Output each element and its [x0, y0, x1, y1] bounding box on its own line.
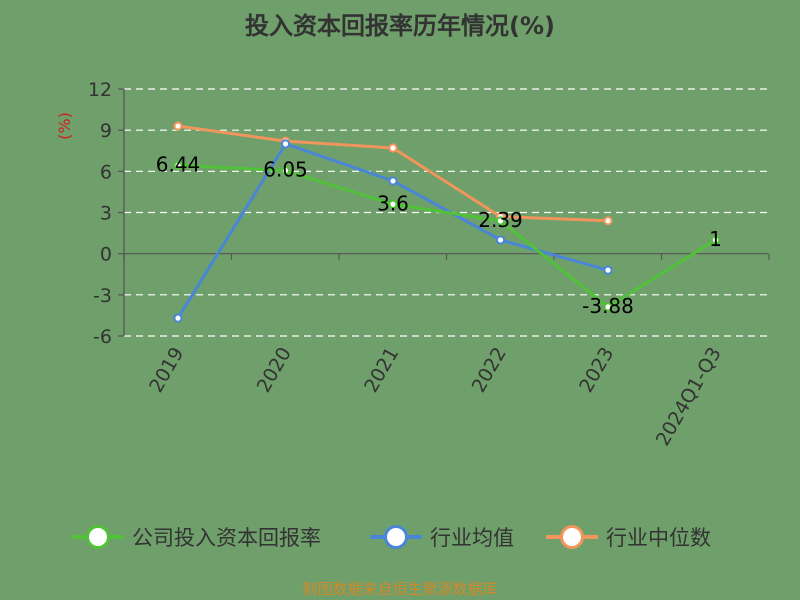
data-point: [388, 143, 398, 153]
data-label: 3.6: [377, 191, 409, 215]
legend-label-company: 公司投入资本回报率: [132, 526, 321, 550]
x-tick-label: 2022: [468, 344, 511, 397]
data-point: [603, 216, 613, 226]
data-point: [710, 235, 721, 245]
y-tick-label: -6: [93, 326, 112, 348]
x-tick-label: 2024Q1-Q3: [652, 344, 726, 450]
data-point: [173, 121, 183, 131]
legend-label-industry-median: 行业中位数: [606, 526, 711, 550]
legend-swatch-company: [72, 525, 124, 549]
data-label: 6.05: [263, 158, 308, 182]
y-tick-label: 9: [100, 120, 112, 142]
data-point: [173, 160, 183, 170]
legend-item-company[interactable]: 公司投入资本回报率: [72, 519, 321, 555]
series-line: [176, 142, 610, 320]
chart-legend: 公司投入资本回报率 行业均值 行业中位数: [0, 519, 800, 555]
x-tick-label: 2020: [253, 344, 296, 397]
data-label: -3.88: [582, 294, 634, 318]
legend-item-industry-mean[interactable]: 行业均值: [370, 519, 514, 555]
data-point: [388, 176, 398, 186]
data-point: [173, 313, 183, 323]
data-label: 6.44: [156, 152, 201, 176]
data-point: [280, 166, 291, 176]
legend-label-industry-mean: 行业均值: [430, 526, 514, 550]
legend-swatch-industry-median: [546, 525, 598, 549]
data-label: 2.39: [478, 208, 523, 232]
chart-title: 投入资本回报率历年情况(%): [245, 12, 555, 40]
y-tick-label: 12: [88, 79, 112, 101]
y-tick-label: 6: [100, 161, 112, 183]
data-point: [280, 139, 291, 149]
data-point: [603, 302, 613, 312]
x-tick-label: 2023: [575, 344, 618, 397]
data-point: [495, 235, 506, 245]
x-tick-label: 2019: [145, 344, 188, 397]
legend-swatch-industry-mean: [370, 525, 422, 549]
y-axis-label: (%): [55, 112, 74, 140]
source-note: 制图数据来自恒生聚源数据库: [302, 580, 498, 598]
y-tick-label: -3: [93, 285, 112, 307]
data-label: 1: [709, 227, 722, 251]
series-line: [176, 163, 717, 309]
x-tick-label: 2021: [360, 344, 403, 397]
y-tick-label: 0: [100, 244, 112, 266]
y-tick-label: 3: [100, 203, 112, 225]
data-point: [495, 216, 506, 226]
data-point: [388, 199, 398, 209]
data-point: [603, 265, 613, 275]
legend-item-industry-median[interactable]: 行业中位数: [546, 519, 711, 555]
